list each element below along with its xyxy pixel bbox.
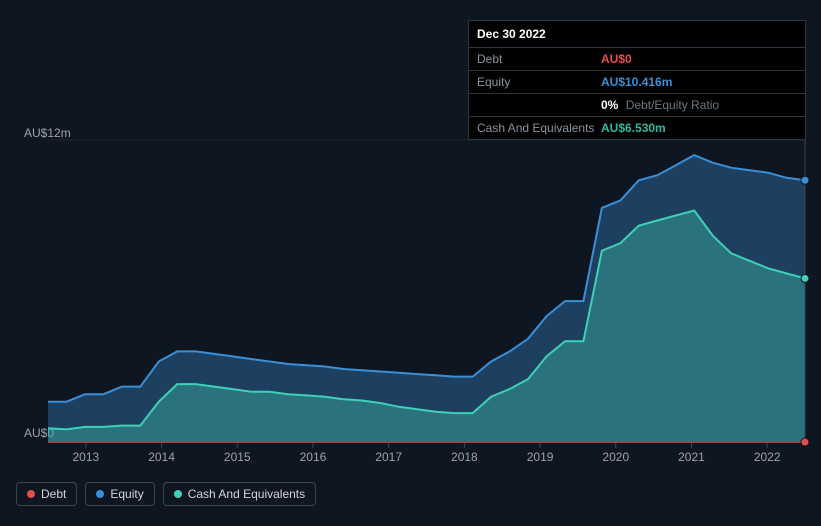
legend-item-equity[interactable]: Equity (85, 482, 154, 506)
tooltip-value-ratio: 0% Debt/Equity Ratio (601, 98, 797, 112)
ratio-percent: 0% (601, 98, 618, 112)
hover-marker-cash (801, 274, 809, 282)
x-axis-label: 2021 (654, 450, 730, 464)
x-axis-label: 2013 (48, 450, 124, 464)
ratio-label: Debt/Equity Ratio (626, 98, 719, 112)
tooltip-value-cash: AU$6.530m (601, 121, 797, 135)
tooltip-row-equity: Equity AU$10.416m (469, 71, 805, 94)
tooltip-value-equity: AU$10.416m (601, 75, 797, 89)
x-axis-label: 2015 (199, 450, 275, 464)
legend-dot-cash (174, 490, 182, 498)
x-axis-label: 2020 (578, 450, 654, 464)
tooltip-label-ratio (477, 98, 601, 112)
legend: Debt Equity Cash And Equivalents (16, 482, 316, 506)
legend-item-cash[interactable]: Cash And Equivalents (163, 482, 316, 506)
x-axis-labels: 2013201420152016201720182019202020212022 (48, 450, 805, 464)
legend-dot-debt (27, 490, 35, 498)
legend-label-debt: Debt (41, 487, 66, 501)
hover-marker-debt (801, 438, 809, 446)
legend-label-equity: Equity (110, 487, 143, 501)
x-axis-label: 2019 (502, 450, 578, 464)
x-axis-label: 2017 (351, 450, 427, 464)
tooltip-label-cash: Cash And Equivalents (477, 121, 601, 135)
tooltip-row-ratio: 0% Debt/Equity Ratio (469, 94, 805, 117)
x-axis-label: 2022 (729, 450, 805, 464)
legend-item-debt[interactable]: Debt (16, 482, 77, 506)
chart-container: Dec 30 2022 Debt AU$0 Equity AU$10.416m … (0, 0, 821, 526)
y-axis-max-label: AU$12m (24, 126, 71, 140)
legend-label-cash: Cash And Equivalents (188, 487, 305, 501)
chart-plot[interactable] (48, 140, 805, 442)
legend-dot-equity (96, 490, 104, 498)
x-axis-label: 2016 (275, 450, 351, 464)
tooltip-row-debt: Debt AU$0 (469, 48, 805, 71)
tooltip-label-debt: Debt (477, 52, 601, 66)
x-axis-label: 2018 (427, 450, 503, 464)
hover-marker-equity (801, 176, 809, 184)
tooltip-date: Dec 30 2022 (469, 21, 805, 48)
tooltip-label-equity: Equity (477, 75, 601, 89)
tooltip-value-debt: AU$0 (601, 52, 797, 66)
data-tooltip: Dec 30 2022 Debt AU$0 Equity AU$10.416m … (468, 20, 806, 140)
x-axis-label: 2014 (124, 450, 200, 464)
tooltip-row-cash: Cash And Equivalents AU$6.530m (469, 117, 805, 139)
